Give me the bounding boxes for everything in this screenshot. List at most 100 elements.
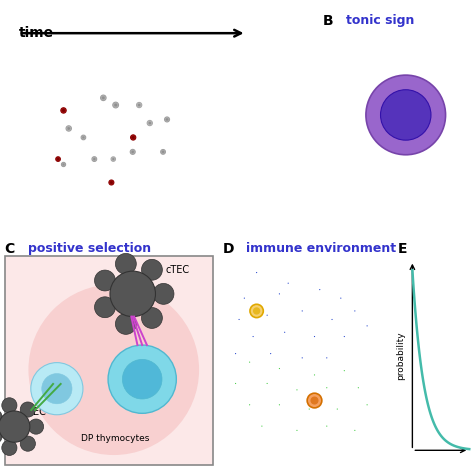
Circle shape <box>235 353 236 354</box>
Text: positive selection: positive selection <box>28 242 152 255</box>
Circle shape <box>307 393 322 408</box>
Circle shape <box>20 402 36 417</box>
Text: EC: EC <box>33 407 46 417</box>
Circle shape <box>337 409 338 410</box>
Circle shape <box>0 411 30 442</box>
Circle shape <box>132 136 135 139</box>
Circle shape <box>301 357 303 358</box>
Circle shape <box>326 426 328 427</box>
Circle shape <box>2 440 17 456</box>
Text: B: B <box>322 14 333 28</box>
Circle shape <box>366 75 446 155</box>
Circle shape <box>108 345 176 413</box>
Circle shape <box>20 436 36 451</box>
Circle shape <box>253 336 254 337</box>
Circle shape <box>296 389 298 391</box>
Circle shape <box>366 404 368 405</box>
Circle shape <box>354 310 356 311</box>
Circle shape <box>116 313 137 334</box>
Circle shape <box>130 149 135 155</box>
Circle shape <box>331 319 333 320</box>
Circle shape <box>110 271 155 317</box>
Circle shape <box>296 430 298 431</box>
Circle shape <box>0 428 2 444</box>
Circle shape <box>354 430 356 431</box>
Text: tonic sign: tonic sign <box>346 14 414 27</box>
Circle shape <box>153 283 174 304</box>
Circle shape <box>358 387 359 388</box>
Circle shape <box>279 404 280 405</box>
Circle shape <box>235 383 236 384</box>
Text: DP thymocytes: DP thymocytes <box>81 434 149 443</box>
Circle shape <box>62 109 65 112</box>
Circle shape <box>161 149 165 154</box>
Circle shape <box>137 103 141 107</box>
Circle shape <box>114 103 118 107</box>
Circle shape <box>249 404 250 405</box>
Text: E: E <box>398 242 408 256</box>
Text: D: D <box>223 242 234 256</box>
Circle shape <box>109 180 114 185</box>
Circle shape <box>366 325 368 327</box>
Circle shape <box>81 135 86 140</box>
Circle shape <box>279 368 280 369</box>
Circle shape <box>62 163 65 166</box>
Circle shape <box>381 90 431 140</box>
Circle shape <box>94 270 115 291</box>
Circle shape <box>116 254 137 274</box>
Circle shape <box>244 298 245 299</box>
Circle shape <box>113 102 118 108</box>
Circle shape <box>256 272 257 273</box>
Text: probability: probability <box>396 331 405 380</box>
Circle shape <box>249 362 250 363</box>
Circle shape <box>284 332 285 333</box>
FancyBboxPatch shape <box>5 256 213 465</box>
Circle shape <box>131 150 134 153</box>
Circle shape <box>164 117 170 122</box>
Circle shape <box>288 283 289 284</box>
Circle shape <box>238 319 240 320</box>
Circle shape <box>111 157 116 161</box>
Circle shape <box>309 409 310 410</box>
Circle shape <box>270 353 271 354</box>
Ellipse shape <box>28 284 199 455</box>
Circle shape <box>314 336 315 337</box>
Circle shape <box>31 363 83 415</box>
Circle shape <box>266 383 268 384</box>
Text: time: time <box>19 26 54 40</box>
Circle shape <box>261 426 263 427</box>
Circle shape <box>57 158 59 160</box>
Circle shape <box>301 310 303 311</box>
Circle shape <box>137 102 142 108</box>
Circle shape <box>250 304 263 318</box>
Circle shape <box>42 374 72 404</box>
Circle shape <box>344 370 345 371</box>
Circle shape <box>61 108 66 113</box>
Circle shape <box>344 336 345 337</box>
Circle shape <box>162 150 164 153</box>
Circle shape <box>67 127 70 130</box>
Circle shape <box>165 118 168 121</box>
Circle shape <box>142 308 163 328</box>
Circle shape <box>100 95 106 100</box>
Circle shape <box>326 387 328 388</box>
Circle shape <box>92 157 97 162</box>
Circle shape <box>2 398 17 413</box>
Circle shape <box>122 359 162 399</box>
Circle shape <box>340 298 341 299</box>
Circle shape <box>130 135 136 140</box>
Circle shape <box>253 307 260 315</box>
Circle shape <box>82 136 85 139</box>
Text: cTEC: cTEC <box>166 265 190 275</box>
Circle shape <box>310 396 319 405</box>
Circle shape <box>102 96 105 100</box>
Circle shape <box>62 163 65 166</box>
Circle shape <box>319 289 320 290</box>
Circle shape <box>110 181 113 184</box>
Circle shape <box>28 419 44 434</box>
Circle shape <box>66 126 72 131</box>
Circle shape <box>112 158 115 160</box>
Circle shape <box>279 293 280 294</box>
Text: immune environment: immune environment <box>246 242 397 255</box>
Circle shape <box>148 121 151 125</box>
